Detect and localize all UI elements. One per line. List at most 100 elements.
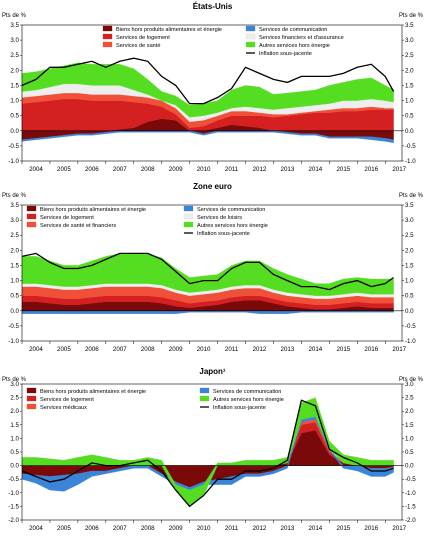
y-tick-label-left: 0.0 [10, 463, 19, 470]
x-tick-label: 2017 [392, 525, 406, 532]
y-tick-label-right: -1.5 [405, 503, 416, 510]
plot-frame [21, 383, 403, 521]
legend-color-swatch [245, 41, 256, 48]
x-tick-label: 2013 [281, 525, 295, 532]
legend-color-swatch [26, 387, 37, 394]
y-tick-label-right: 2.0 [405, 408, 414, 415]
y-tick-label-left: -1.5 [8, 503, 19, 510]
y-tick-label-right: 0.0 [405, 128, 414, 135]
legend-item: Biens hors produits alimentaires et éner… [102, 25, 222, 33]
y-tick-label-right: 2.5 [405, 232, 414, 239]
legend-color-swatch [26, 395, 37, 402]
x-tick-label: 2014 [308, 525, 322, 532]
y-axis-unit-right: Pts de % [399, 13, 424, 19]
x-tick-label: 2008 [141, 525, 155, 532]
legend-label: Autres services hors énergie [259, 43, 330, 49]
legend-label: Biens hors produits alimentaires et éner… [40, 389, 146, 395]
chart-title: Zone euro [193, 182, 232, 191]
y-tick-label-right: 2.5 [405, 52, 414, 59]
plot-frame [21, 24, 403, 162]
y-tick-label-left: 3.0 [10, 37, 19, 44]
core-inflation-line [21, 57, 395, 105]
legend-color-swatch [183, 221, 194, 228]
y-tick-label-right: -2.0 [405, 517, 416, 524]
legend-label: Services médicaux [40, 405, 87, 411]
x-tick-label: 2016 [364, 346, 378, 353]
y-tick-label-right: 3.0 [405, 37, 414, 44]
y-axis-unit-right: Pts de % [399, 193, 424, 199]
x-tick-label: 2012 [253, 525, 267, 532]
y-tick-label-left: 2.0 [10, 408, 19, 415]
y-tick-label-left: 0.5 [10, 293, 19, 300]
legend-color-swatch [245, 33, 256, 40]
plot-frame [21, 204, 403, 342]
legend-color-swatch [102, 33, 113, 40]
x-tick-label: 2004 [29, 525, 43, 532]
legend-label: Services de logement [40, 215, 94, 221]
x-tick-label: 2012 [253, 346, 267, 353]
legend-label: Autres services hors énergie [197, 223, 268, 229]
y-tick-label-right: 0.5 [405, 293, 414, 300]
x-tick-label: 2015 [336, 346, 350, 353]
y-tick-label-left: 1.5 [10, 262, 19, 269]
x-tick-label: 2009 [169, 525, 183, 532]
legend-item: Biens hors produits alimentaires et éner… [26, 387, 146, 395]
x-tick-label: 2005 [57, 346, 71, 353]
area-series-4 [21, 416, 394, 492]
y-tick-label-left: -2.0 [8, 517, 19, 524]
y-tick-label-left: 2.0 [10, 67, 19, 74]
legend-item: Services de loisirs [183, 213, 242, 221]
legend-label: Services de logement [116, 35, 170, 41]
y-tick-label-left: -0.5 [8, 323, 19, 330]
y-tick-label-left: -1.0 [8, 338, 19, 345]
y-tick-label-left: 1.0 [10, 435, 19, 442]
y-tick-label-left: 1.5 [10, 82, 19, 89]
area-series-6 [21, 62, 394, 118]
x-tick-label: 2007 [113, 166, 127, 173]
x-tick-label: 2008 [141, 166, 155, 173]
legend-item: Services de santé [102, 41, 160, 49]
legend-color-swatch [199, 387, 210, 394]
legend-label: Inflation sous-jacente [213, 405, 266, 411]
legend-label: Inflation sous-jacente [259, 51, 312, 57]
legend-item: Services de communication [245, 25, 327, 33]
chart-panel-1: États-Unis Pts de % Pts de % 3.5 3.5 3.0 3.0 2.… [2, 2, 424, 173]
x-tick-label: 2004 [29, 346, 43, 353]
legend-color-swatch [26, 221, 37, 228]
x-tick-label: 2017 [392, 166, 406, 173]
y-axis-unit-right: Pts de % [399, 377, 424, 383]
y-tick-label-right: -1.0 [405, 338, 416, 345]
x-tick-label: 2010 [197, 166, 211, 173]
x-tick-label: 2015 [336, 525, 350, 532]
y-tick-label-right: -1.0 [405, 490, 416, 497]
legend-item: Inflation sous-jacente [184, 231, 250, 237]
y-tick-label-right: -0.5 [405, 476, 416, 483]
y-tick-label-left: 0.0 [10, 308, 19, 315]
legend-item: Services financiers et d'assurance [245, 33, 344, 41]
legend-label: Services de santé et financiers [40, 223, 116, 229]
y-tick-label-right: 3.5 [405, 202, 414, 209]
x-tick-label: 2016 [364, 166, 378, 173]
y-tick-label-right: 0.0 [405, 308, 414, 315]
core-inflation-line [21, 399, 394, 508]
y-tick-label-right: 3.0 [405, 217, 414, 224]
y-tick-label-right: 1.5 [405, 422, 414, 429]
x-tick-label: 2013 [281, 166, 295, 173]
y-tick-label-left: 2.5 [10, 52, 19, 59]
legend-label: Services de communication [259, 27, 327, 33]
legend-item: Inflation sous-jacente [246, 51, 312, 57]
x-tick-label: 2007 [113, 346, 127, 353]
y-tick-label-left: 0.5 [10, 449, 19, 456]
x-tick-label: 2011 [225, 525, 239, 532]
x-tick-label: 2017 [392, 346, 406, 353]
legend-label: Autres services hors énergie [213, 397, 284, 403]
x-tick-label: 2014 [308, 166, 322, 173]
y-tick-label-right: 3.0 [405, 381, 414, 388]
x-tick-label: 2005 [57, 166, 71, 173]
x-tick-label: 2006 [85, 525, 99, 532]
y-tick-label-right: 1.0 [405, 98, 414, 105]
legend-label: Services de communication [213, 389, 281, 395]
y-tick-label-left: -0.5 [8, 143, 19, 150]
chart-title: Japon¹ [199, 367, 226, 376]
y-tick-label-right: 2.0 [405, 67, 414, 74]
